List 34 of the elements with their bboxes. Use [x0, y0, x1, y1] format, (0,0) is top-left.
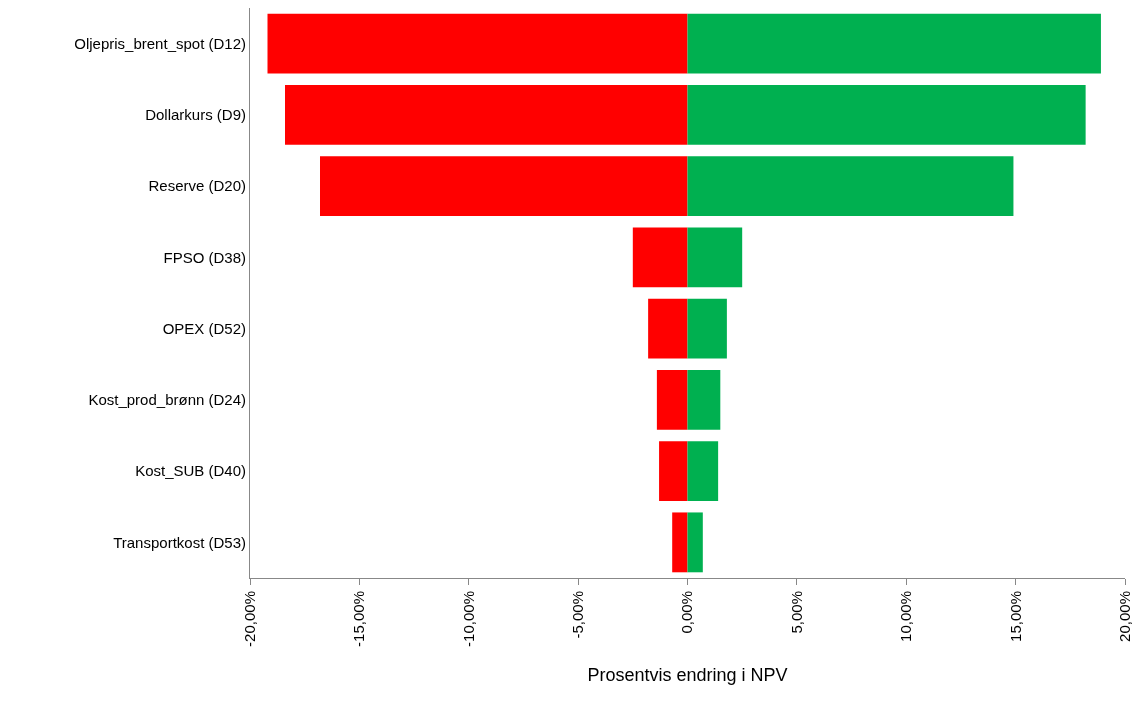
bar: [687, 227, 743, 288]
y-tick-label: Transportkost (D53): [113, 533, 246, 551]
x-tick-label: 5,00%: [787, 591, 805, 634]
bar: [687, 441, 719, 502]
bar: [687, 156, 1014, 217]
bar: [267, 13, 688, 74]
y-tick-label: Oljepris_brent_spot (D12): [74, 34, 246, 52]
bar: [687, 84, 1086, 145]
y-tick-label: Kost_prod_brønn (D24): [88, 391, 246, 409]
bar: [687, 298, 727, 359]
x-axis-title: Prosentvis endring i NPV: [587, 664, 788, 685]
x-tick-label: 10,00%: [897, 591, 915, 642]
bar: [687, 369, 721, 430]
bar: [656, 369, 688, 430]
bar: [648, 298, 688, 359]
bar: [320, 156, 688, 217]
y-tick-label: Kost_SUB (D40): [135, 462, 246, 480]
x-tick-label: -5,00%: [569, 591, 587, 639]
bar: [687, 512, 703, 573]
y-tick-label: OPEX (D52): [162, 319, 246, 337]
x-tick-label: -10,00%: [459, 591, 477, 647]
bar: [632, 227, 688, 288]
x-tick-label: -20,00%: [240, 591, 258, 647]
x-tick-label: -15,00%: [350, 591, 368, 647]
bar: [285, 84, 688, 145]
x-tick-label: 15,00%: [1006, 591, 1024, 642]
bar: [659, 441, 688, 502]
y-tick-label: Dollarkurs (D9): [145, 106, 246, 124]
x-tick-label: 20,00%: [1115, 591, 1133, 642]
y-tick-label: FPSO (D38): [163, 248, 246, 266]
x-tick-label: 0,00%: [678, 591, 696, 634]
bar: [672, 512, 688, 573]
bar: [687, 13, 1101, 74]
y-tick-label: Reserve (D20): [148, 177, 246, 195]
